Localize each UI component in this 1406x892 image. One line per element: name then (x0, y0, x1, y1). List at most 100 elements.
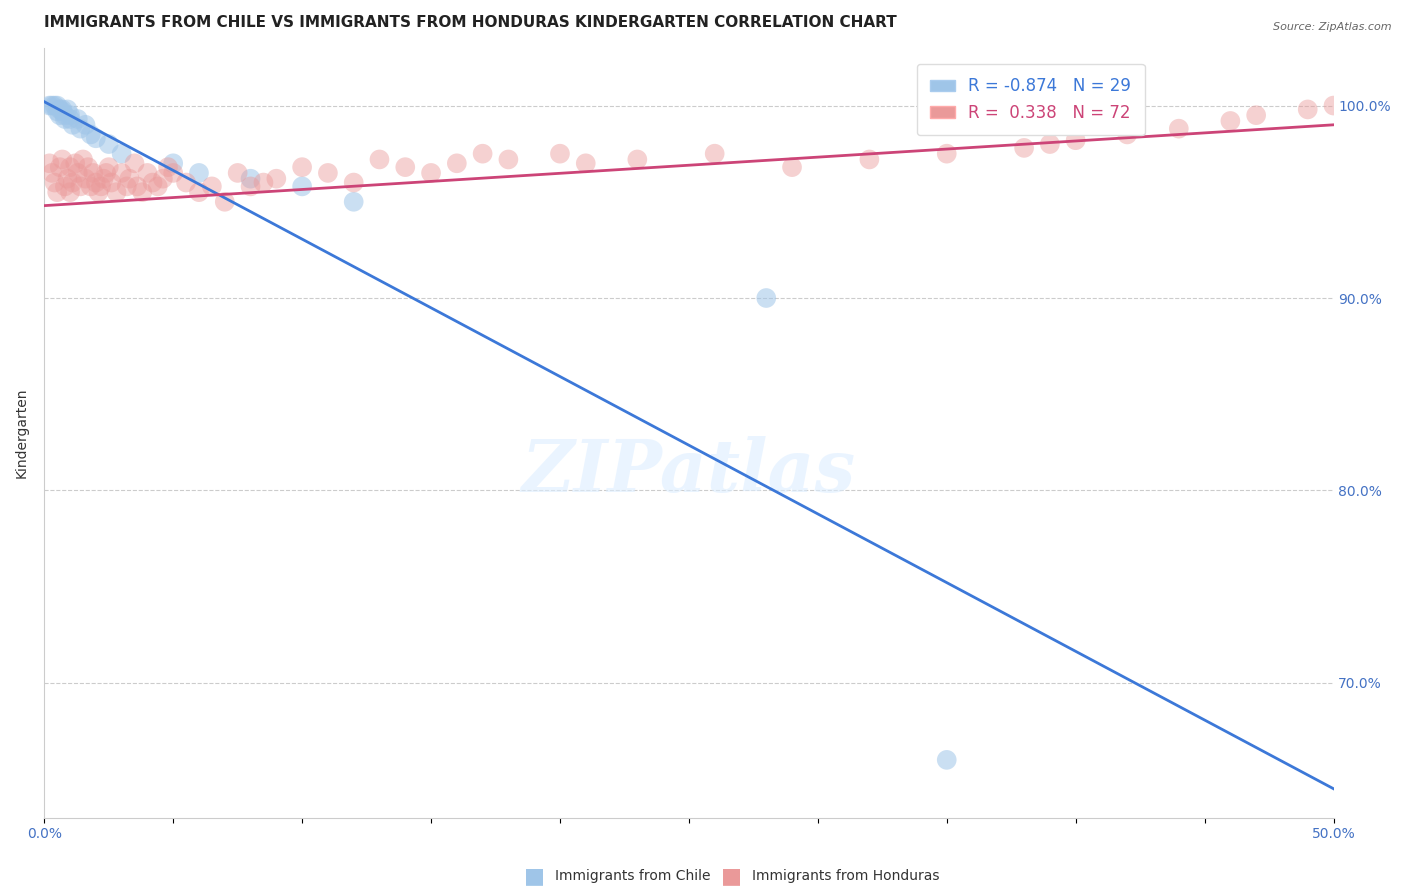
Point (214, 194, 236, 209)
Point (188, 166, 211, 180)
Point (142, 176, 165, 190)
Point (59, 160, 82, 174)
Point (162, 166, 184, 180)
Point (136, 166, 159, 180)
Point (471, 146, 494, 161)
Text: ■: ■ (721, 866, 741, 886)
Point (111, 166, 134, 180)
Point (66, 112, 89, 126)
Point (97, 136, 120, 151)
Point (46, 104, 69, 119)
Point (44, 176, 66, 190)
Point (111, 146, 134, 161)
Point (93, 171, 115, 186)
Point (188, 185, 211, 199)
Point (1039, 136, 1062, 151)
Point (703, 146, 725, 161)
Point (152, 171, 174, 186)
Text: Immigrants from Honduras: Immigrants from Honduras (752, 869, 939, 883)
Point (105, 185, 128, 199)
Point (62, 176, 84, 190)
Point (291, 160, 314, 174)
Point (51, 104, 73, 119)
Point (80, 128, 103, 142)
Point (59, 112, 82, 126)
Point (1167, 121, 1189, 136)
Point (316, 166, 339, 180)
Point (118, 171, 141, 186)
Point (59, 108, 82, 122)
Legend: R = -0.874   N = 29, R =  0.338   N = 72: R = -0.874 N = 29, R = 0.338 N = 72 (917, 64, 1144, 135)
Point (90, 179, 112, 194)
Point (53, 112, 76, 126)
Point (157, 160, 180, 174)
Point (1012, 141, 1035, 155)
Text: IMMIGRANTS FROM CHILE VS IMMIGRANTS FROM HONDURAS KINDERGARTEN CORRELATION CHART: IMMIGRANTS FROM CHILE VS IMMIGRANTS FROM… (44, 15, 897, 30)
Point (69, 179, 91, 194)
Text: ■: ■ (524, 866, 544, 886)
Point (63, 156, 86, 170)
Point (53, 179, 76, 194)
Point (1296, 103, 1319, 117)
Point (1219, 114, 1241, 128)
Point (59, 185, 82, 199)
Point (1322, 98, 1344, 112)
Point (48, 108, 70, 122)
Point (420, 166, 443, 180)
Point (51, 103, 73, 117)
Point (368, 153, 391, 167)
Point (1064, 133, 1087, 147)
Point (239, 171, 262, 186)
Point (162, 156, 184, 170)
Point (56, 103, 79, 117)
Point (548, 146, 571, 161)
Point (38, 156, 60, 170)
Point (100, 176, 122, 190)
Point (48, 160, 70, 174)
Point (115, 179, 138, 194)
Point (343, 194, 366, 209)
Point (56, 171, 79, 186)
Point (755, 291, 778, 305)
Point (858, 153, 880, 167)
Point (69, 121, 91, 136)
Point (82, 166, 104, 180)
Point (394, 160, 416, 174)
Text: ZIPatlas: ZIPatlas (522, 435, 856, 507)
Point (77, 160, 100, 174)
Point (41, 98, 63, 112)
Point (291, 179, 314, 194)
Point (41, 166, 63, 180)
Point (62, 118, 84, 132)
Point (72, 153, 94, 167)
Point (1244, 108, 1267, 122)
Point (1116, 128, 1139, 142)
Point (146, 179, 169, 194)
Point (87, 185, 110, 199)
Point (935, 146, 957, 161)
Point (131, 185, 153, 199)
Text: Source: ZipAtlas.com: Source: ZipAtlas.com (1274, 22, 1392, 32)
Point (446, 156, 468, 170)
Point (80, 179, 103, 194)
Point (48, 103, 70, 117)
Point (84, 176, 107, 190)
Text: Immigrants from Chile: Immigrants from Chile (555, 869, 711, 883)
Point (66, 166, 89, 180)
Point (343, 176, 366, 190)
Point (97, 160, 120, 174)
Point (96, 166, 118, 180)
Point (575, 156, 598, 170)
Y-axis label: Kindergarten: Kindergarten (15, 387, 30, 478)
Point (75, 118, 97, 132)
Point (84, 131, 107, 145)
Point (53, 108, 76, 122)
Point (780, 160, 803, 174)
Point (252, 176, 274, 190)
Point (201, 179, 224, 194)
Point (266, 171, 288, 186)
Point (44, 98, 66, 112)
Point (75, 171, 97, 186)
Point (46, 98, 69, 112)
Point (239, 179, 262, 194)
